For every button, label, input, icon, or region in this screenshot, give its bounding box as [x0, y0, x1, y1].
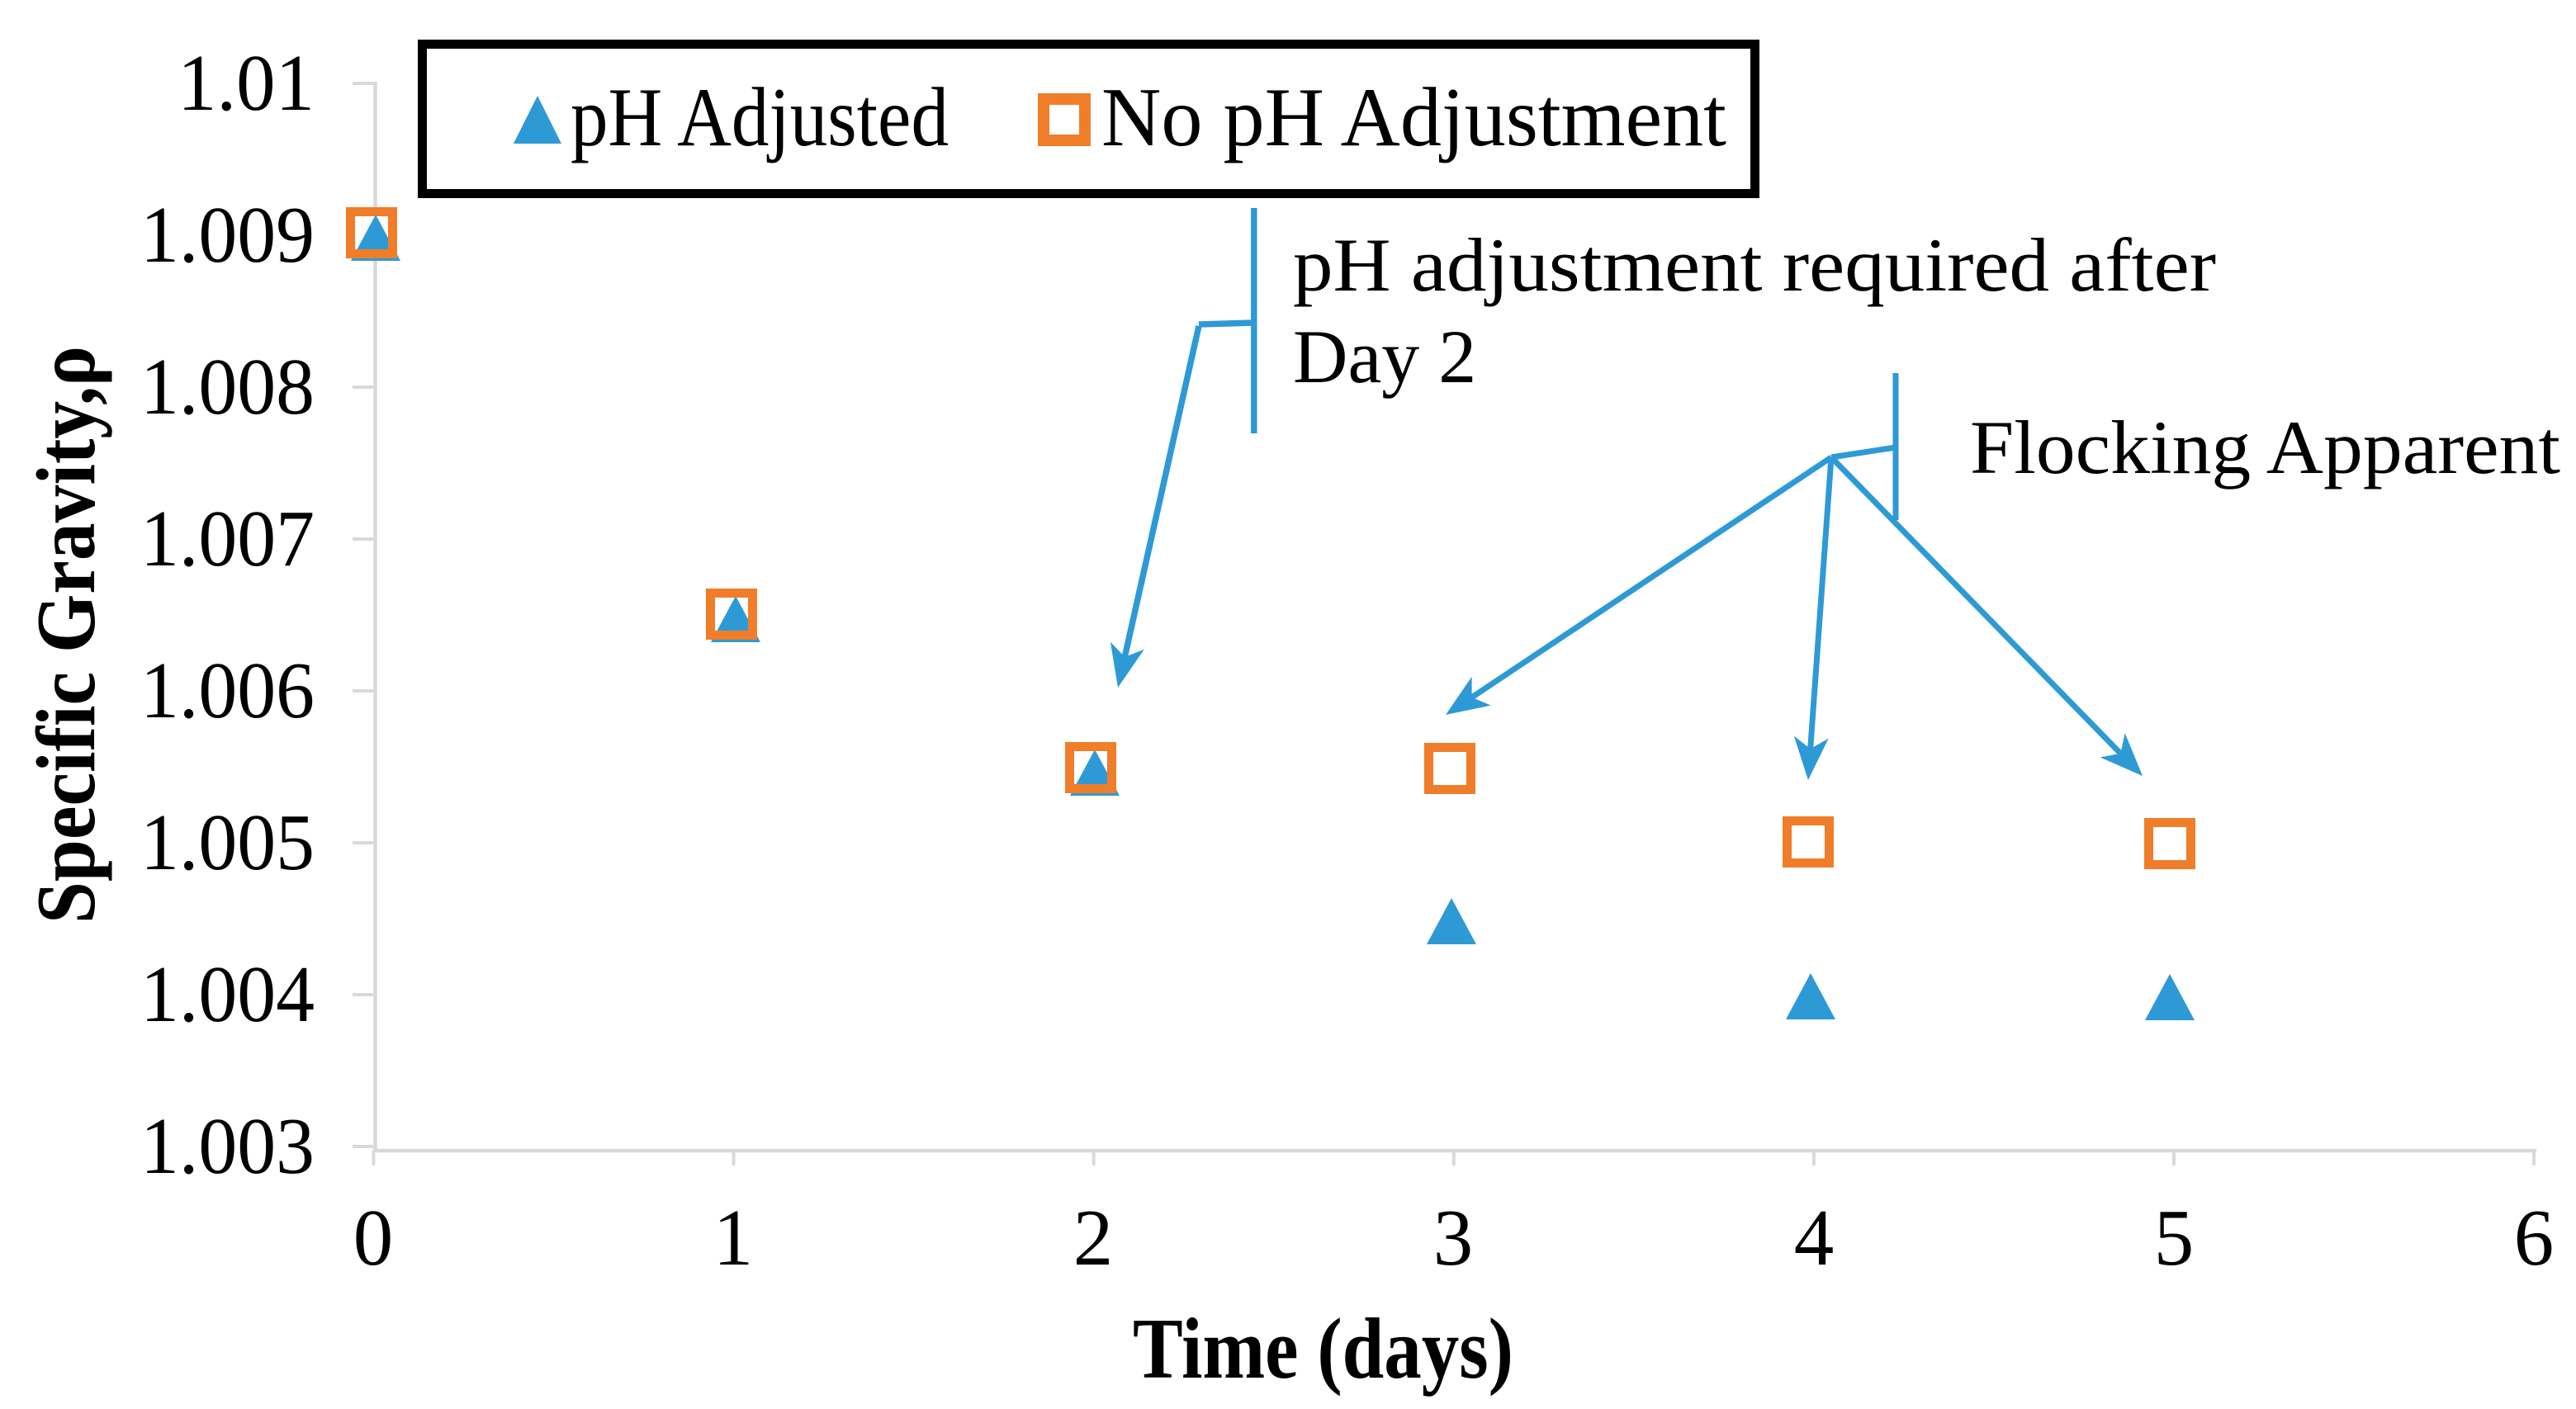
- svg-text:Day 2: Day 2: [1293, 314, 1476, 399]
- svg-text:1.005: 1.005: [140, 798, 315, 887]
- svg-text:1.01: 1.01: [178, 39, 315, 127]
- svg-text:Time (days): Time (days): [1133, 1300, 1513, 1397]
- svg-text:No pH Adjustment: No pH Adjustment: [1101, 71, 1726, 164]
- svg-text:1.008: 1.008: [140, 343, 315, 431]
- svg-text:1.007: 1.007: [140, 494, 315, 583]
- svg-text:1.009: 1.009: [140, 191, 315, 279]
- svg-text:2: 2: [1073, 1194, 1114, 1282]
- svg-text:Specific Gravity,ρ: Specific Gravity,ρ: [20, 346, 113, 924]
- svg-text:1.003: 1.003: [140, 1102, 315, 1190]
- svg-text:5: 5: [2154, 1194, 2195, 1282]
- svg-text:3: 3: [1433, 1194, 1474, 1282]
- svg-text:Flocking Apparent: Flocking Apparent: [1970, 405, 2560, 489]
- svg-text:1.004: 1.004: [140, 950, 315, 1038]
- svg-text:1: 1: [713, 1194, 754, 1282]
- svg-text:pH Adjusted: pH Adjusted: [571, 71, 949, 164]
- svg-text:0: 0: [353, 1194, 394, 1282]
- svg-text:6: 6: [2514, 1194, 2555, 1282]
- svg-text:1.006: 1.006: [140, 646, 315, 735]
- svg-text:pH adjustment required after: pH adjustment required after: [1293, 223, 2216, 307]
- svg-text:4: 4: [1794, 1194, 1835, 1282]
